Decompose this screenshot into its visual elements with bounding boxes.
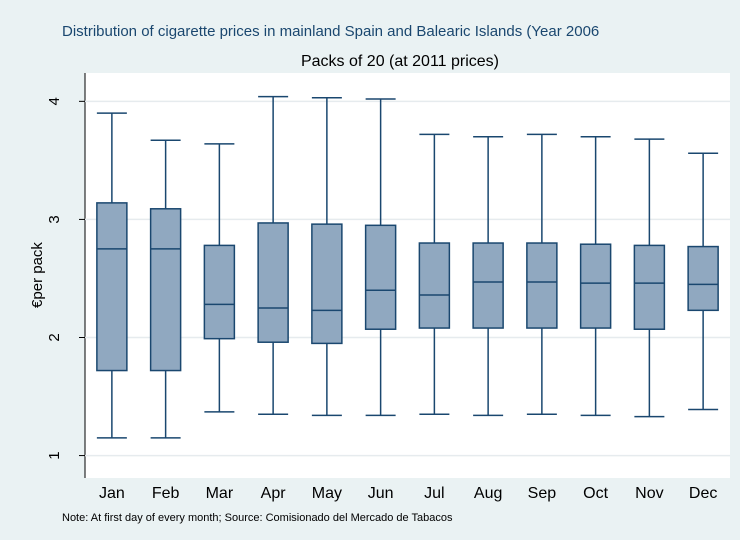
note: Note: At first day of every month; Sourc… [62,512,453,524]
chart-subtitle: Packs of 20 (at 2011 prices) [301,53,499,70]
box [418,242,451,329]
y-axis-label: €per pack [29,242,46,308]
box [526,242,558,329]
plot-area [85,73,730,478]
box [472,242,504,329]
box [687,245,719,312]
x-tick-label: Jun [368,485,394,502]
x-tick-label: Dec [689,485,717,502]
y-tick-label: 2 [46,333,63,341]
chart-title: Distribution of cigarette prices in main… [62,23,599,40]
x-tick-label: Mar [206,485,234,502]
x-tick-label: Apr [261,485,287,502]
x-tick-label: Jan [99,485,125,502]
box [96,202,128,372]
x-tick-label: Sep [528,485,557,502]
y-tick-label: 4 [46,97,63,105]
x-tick-label: Jul [424,485,444,502]
x-tick-label: Oct [583,485,608,502]
box [203,244,236,340]
box [311,223,343,345]
x-tick-label: Feb [152,485,180,502]
box [633,244,666,330]
x-tick-label: May [312,485,342,502]
y-tick-label: 3 [46,215,63,223]
y-tick-label: 1 [46,451,63,459]
box [257,222,289,343]
x-tick-label: Nov [635,485,663,502]
box [579,243,612,329]
box [364,224,397,330]
box [149,208,182,372]
x-tick-label: Aug [474,485,502,502]
